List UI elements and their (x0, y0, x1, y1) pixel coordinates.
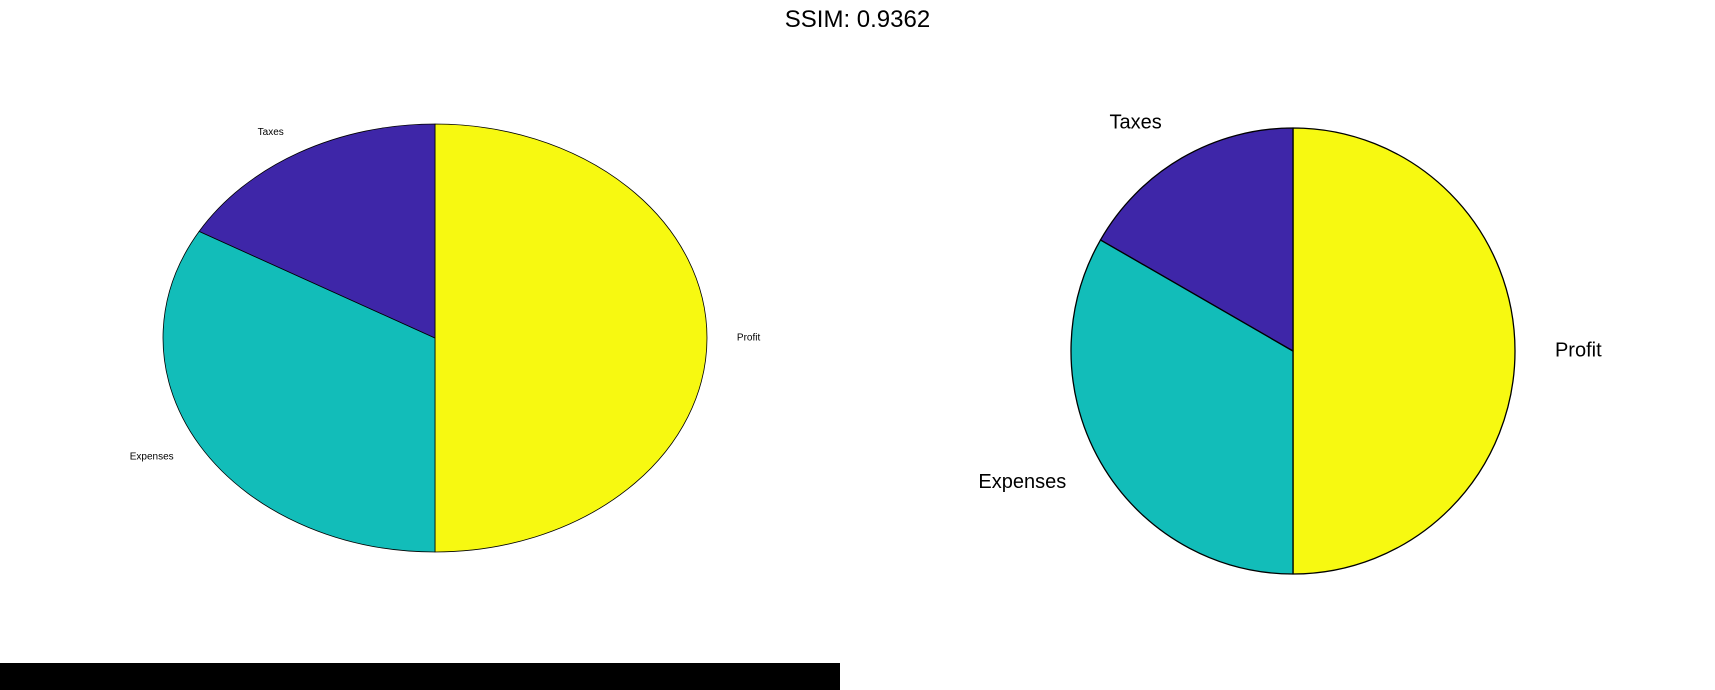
pie-label-taxes: Taxes (258, 127, 284, 138)
pie-label-expenses: Expenses (130, 452, 174, 463)
pie-label-expenses: Expenses (978, 471, 1066, 493)
pie-chart-left: Profit Expenses Taxes (130, 123, 761, 553)
pie-label-profit: Profit (737, 333, 761, 344)
pie-label-profit: Profit (1555, 339, 1602, 361)
pie-label-taxes: Taxes (1110, 112, 1162, 134)
pie-slice-profit (1292, 127, 1516, 575)
pie-slice-taxes (198, 123, 436, 339)
pie-chart-right: Profit Expenses Taxes (978, 112, 1602, 575)
black-bar (0, 663, 840, 690)
pie-slice-expenses (162, 230, 436, 553)
pie-slice-profit (434, 123, 708, 553)
pie-slice-taxes (1099, 127, 1294, 352)
figure-title: SSIM: 0.9362 (784, 6, 931, 33)
pie-slice-expenses (1070, 239, 1294, 575)
